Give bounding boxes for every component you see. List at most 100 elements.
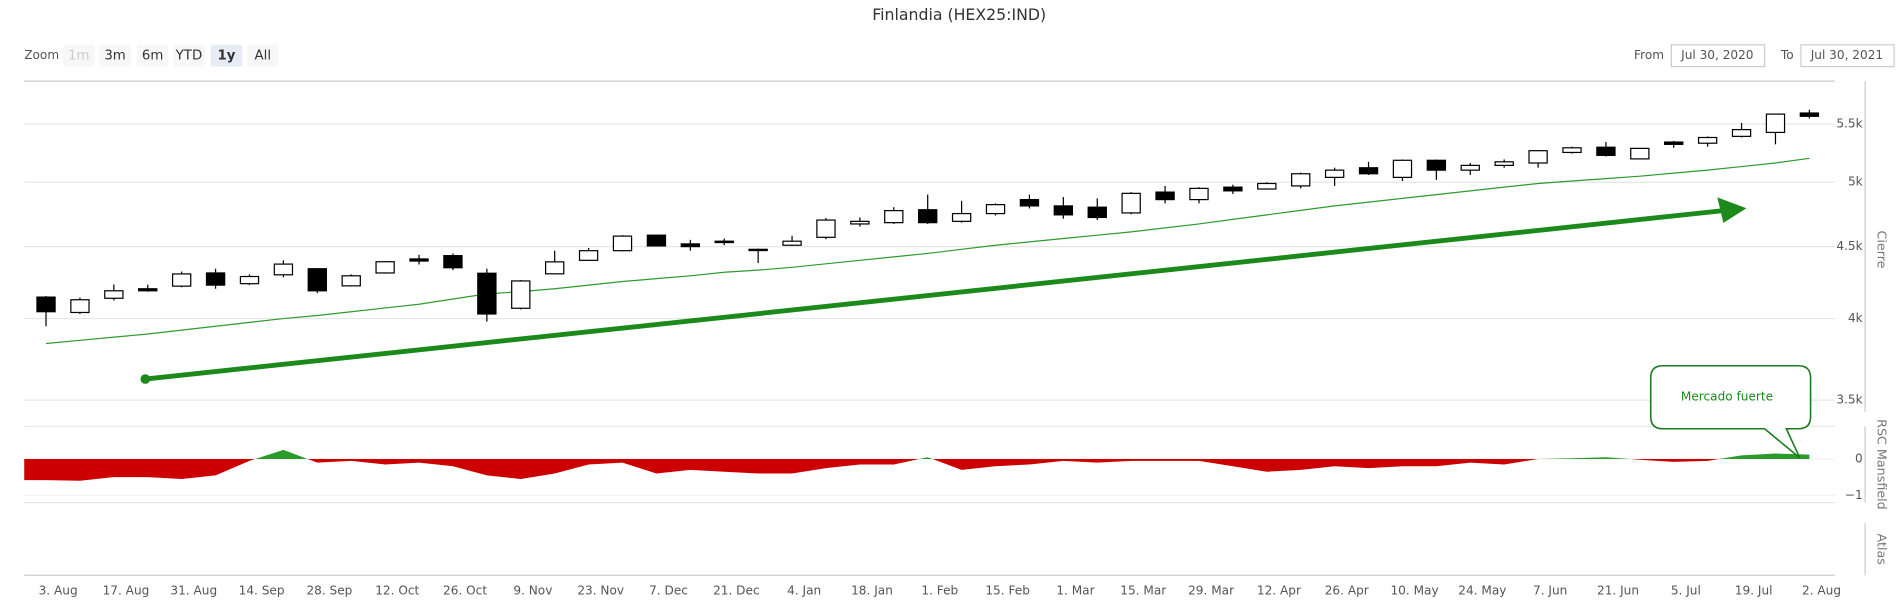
candle-body (1053, 205, 1074, 216)
arrow-head (1717, 197, 1747, 223)
x-tick-label: 17. Aug (103, 584, 150, 598)
candle-body (375, 261, 395, 274)
candle-body (544, 261, 565, 275)
to-date[interactable]: Jul 30, 2021 (1810, 48, 1883, 62)
candle-body (1392, 159, 1413, 178)
candle-body (1155, 191, 1175, 201)
candle-body (1799, 112, 1820, 117)
candle-body (714, 240, 734, 244)
from-label: From (1634, 48, 1664, 62)
candle-body (477, 272, 497, 315)
candle-body (1562, 147, 1582, 154)
candle-body (1697, 136, 1718, 144)
annotation: Mercado fuerte (1681, 390, 1773, 404)
candle-body (443, 255, 463, 269)
zoom-label: Zoom (24, 48, 59, 62)
x-tick-label: 15. Feb (985, 584, 1030, 598)
trend-arrow (140, 197, 1747, 384)
x-tick-label: 10. May (1390, 584, 1438, 598)
x-tick-label: 15. Mar (1120, 584, 1166, 598)
x-tick-label: 4. Jan (787, 584, 821, 598)
zoom-button[interactable] (247, 44, 279, 67)
x-tick-label: 23. Nov (577, 584, 624, 598)
candle-body (1630, 147, 1650, 160)
candle-body (985, 204, 1006, 215)
candle-body (36, 296, 56, 313)
candle-body (1291, 173, 1311, 187)
x-tick-label: 29. Mar (1188, 584, 1234, 598)
zoom-button-label[interactable]: 3m (104, 49, 125, 64)
candle-body (850, 220, 870, 225)
zoom-button-label[interactable]: 1m (68, 49, 89, 64)
candle-body (646, 234, 667, 247)
zoom-button[interactable] (173, 44, 205, 67)
moving-average (45, 157, 1810, 345)
plot: Cierre 3.5k 4k 4.5k 5k 5.5k 3. Aug 17. Aug 31. A… (24, 109, 1889, 598)
candle-body (239, 275, 260, 285)
candle-body (341, 275, 361, 287)
x-tick-label: 12. Apr (1257, 584, 1301, 598)
candle-body (1664, 141, 1684, 145)
x-tick-label: 28. Sep (306, 584, 352, 598)
x-tick-label: 21. Jun (1597, 584, 1639, 598)
x-tick-label: 19. Jul (1735, 584, 1773, 598)
y-tick-label: 3.5k (1836, 393, 1862, 407)
zoom-button[interactable] (210, 44, 243, 67)
candle-body (1257, 182, 1277, 190)
candle-body (782, 240, 802, 246)
zoom-button[interactable] (136, 44, 169, 67)
zoom-button[interactable] (62, 44, 95, 67)
candle-body (511, 280, 531, 309)
candle-body (578, 250, 599, 261)
candle-body (1460, 164, 1480, 171)
y-tick-label: 5.5k (1836, 117, 1862, 131)
arrow-start (140, 374, 151, 384)
candle-body (680, 243, 701, 248)
x-tick-label: 7. Jun (1533, 584, 1567, 598)
y-tick-label: 4.5k (1836, 239, 1862, 253)
candle-body (1087, 206, 1107, 219)
rsc-area-negative (24, 459, 1810, 481)
candle-body (816, 219, 836, 238)
candle-body (1324, 169, 1345, 178)
zoom-button-label[interactable]: 1y (218, 49, 236, 64)
candle-body (104, 290, 124, 299)
to-input[interactable] (1800, 44, 1895, 68)
candle-body (1121, 192, 1141, 214)
callout (1649, 364, 1812, 459)
candle-body (205, 272, 226, 286)
x-tick-label: 7. Dec (649, 584, 688, 598)
candle-body (1765, 113, 1786, 134)
x-tick-label: 18. Jan (851, 584, 893, 598)
zoom-button-label[interactable]: YTD (175, 49, 203, 64)
y-axis-title: Atlas (1874, 534, 1889, 565)
x-tick-label: 14. Sep (239, 584, 285, 598)
x-tick-label: 21. Dec (713, 584, 760, 598)
zoom-button-label[interactable]: All (255, 49, 272, 64)
zoom-button-label[interactable]: 6m (142, 49, 163, 64)
from-input[interactable] (1670, 44, 1766, 68)
chart-title: Finlandia (HEX25:IND) (872, 5, 1046, 24)
y-tick-label: 0 (1855, 452, 1863, 466)
x-tick-label: 9. Nov (513, 584, 552, 598)
y-tick-label: −1 (1845, 488, 1863, 502)
x-tick-label: 1. Mar (1056, 584, 1094, 598)
candle-body (1223, 186, 1243, 192)
candle-body (1189, 187, 1209, 201)
candle-body (1426, 159, 1447, 171)
candle-body (918, 209, 938, 224)
zoom-button[interactable] (99, 44, 131, 67)
candle-body (612, 235, 633, 252)
y-tick-label: 4k (1848, 311, 1863, 325)
candle-body (884, 210, 904, 224)
candle-body (1358, 167, 1379, 175)
y-tick-label: 5k (1848, 175, 1863, 189)
arrow-line (145, 208, 1723, 382)
from-date[interactable]: Jul 30, 2020 (1680, 48, 1753, 62)
to-label: To (1780, 48, 1794, 62)
x-tick-label: 2. Aug (1802, 584, 1841, 598)
candle-body (1731, 129, 1752, 137)
